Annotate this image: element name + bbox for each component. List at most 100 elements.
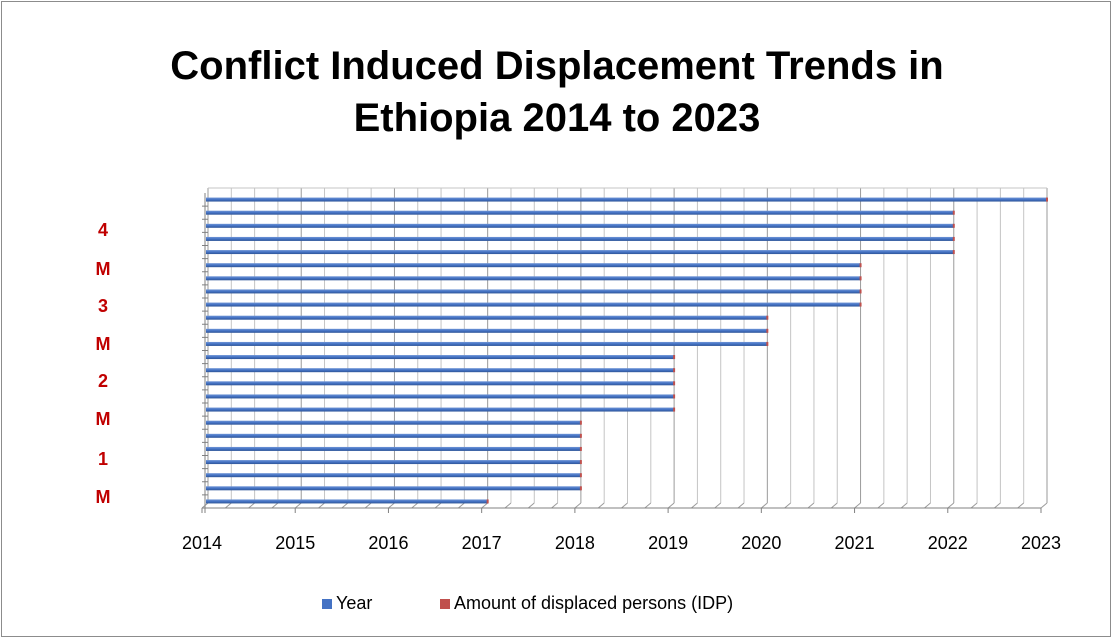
bar-end-cap	[766, 315, 769, 320]
floor-gridline	[481, 502, 488, 509]
x-tick-label: 2020	[741, 533, 781, 553]
axis-labels: 2014 2015 2016 2017 2018 2019 2020 2021 2022 2023…	[96, 220, 1062, 553]
floor-gridline	[994, 502, 1001, 509]
bar-end-cap	[952, 223, 955, 228]
floor-gridline	[667, 502, 675, 509]
x-tick-label: 2018	[555, 533, 595, 553]
floor-gridline	[947, 502, 955, 509]
bar-end-cap	[673, 355, 676, 360]
floor-gridline	[434, 502, 442, 509]
floor-gridline	[294, 502, 302, 509]
y-axis-label: M	[96, 409, 111, 429]
x-tick-label: 2017	[462, 533, 502, 553]
floor-gridline	[1017, 502, 1025, 509]
bar-year-2022	[206, 250, 954, 255]
chart-title: Conflict Induced Displacement Trends in …	[0, 40, 1114, 144]
bar-year-2022	[206, 236, 954, 241]
bars	[206, 197, 1048, 504]
bar-year-2021	[206, 263, 861, 268]
bar-year-2022	[206, 223, 954, 228]
floor-gridline	[271, 502, 279, 509]
bar-year-2018	[206, 460, 581, 465]
bar-year-2021	[206, 276, 861, 281]
y-axis-label: 3	[98, 296, 108, 316]
floor-gridline	[318, 502, 325, 509]
floor-gridline	[364, 502, 372, 509]
bar-year-2021	[206, 289, 861, 294]
bar-year-2018	[206, 473, 581, 478]
bar-year-2020	[206, 341, 768, 346]
floor-gridline	[504, 502, 512, 509]
x-tick-label: 2023	[1021, 533, 1061, 553]
bar-year-2018	[206, 420, 581, 425]
floor-gridline	[644, 502, 652, 509]
floor-gridline	[737, 502, 745, 509]
bar-end-cap	[579, 446, 582, 451]
legend-label-idp: Amount of displaced persons (IDP)	[454, 593, 733, 613]
legend-swatch-idp	[440, 599, 450, 609]
bar-end-cap	[766, 341, 769, 346]
y-axis-label: 2	[98, 371, 108, 391]
floor-gridline	[527, 502, 535, 509]
bar-year-2019	[206, 394, 675, 399]
gridlines	[201, 187, 1048, 509]
bar-year-2023	[206, 197, 1047, 202]
bar-end-cap	[579, 433, 582, 438]
bar-year-2019	[206, 355, 675, 360]
floor-gridline	[784, 502, 791, 509]
bar-year-2018	[206, 433, 581, 438]
y-axis-label: M	[96, 487, 111, 507]
legend: Year Amount of displaced persons (IDP)	[322, 593, 733, 613]
bar-end-cap	[952, 250, 955, 255]
floor-gridline	[597, 502, 605, 509]
y-axis-label: 4	[98, 220, 108, 240]
floor-gridline	[458, 502, 465, 509]
bar-year-2018	[206, 486, 581, 491]
bar-year-2020	[206, 328, 768, 333]
floor-gridline	[224, 502, 232, 509]
bar-year-2019	[206, 368, 675, 373]
bar-end-cap	[952, 236, 955, 241]
bar-end-cap	[859, 302, 862, 307]
floor-gridline	[574, 502, 582, 509]
floor-gridline	[761, 502, 768, 509]
floor-gridline	[248, 502, 255, 509]
x-tick-label: 2014	[182, 533, 222, 553]
chart-title-line-2: Ethiopia 2014 to 2023	[353, 96, 761, 140]
y-axis-label: M	[96, 334, 111, 354]
chart-title-line-1: Conflict Induced Displacement Trends in	[170, 44, 944, 88]
floor-gridline	[854, 502, 861, 509]
x-tick-label: 2015	[275, 533, 315, 553]
floor-gridline	[714, 502, 722, 509]
bar-end-cap	[952, 210, 955, 215]
bar-year-2020	[206, 315, 768, 320]
floor-gridline	[341, 502, 349, 509]
floor-gridline	[691, 502, 698, 509]
y-axis-label: 1	[98, 449, 108, 469]
x-tick-label: 2016	[368, 533, 408, 553]
x-tick-label: 2019	[648, 533, 688, 553]
bar-end-cap	[579, 460, 582, 465]
floor-gridline	[411, 502, 419, 509]
floor-gridline	[807, 502, 815, 509]
bar-end-cap	[579, 420, 582, 425]
floor-gridline	[924, 502, 931, 509]
floor-gridline	[1040, 502, 1048, 509]
bar-end-cap	[673, 368, 676, 373]
legend-label-year: Year	[336, 593, 372, 613]
bar-end-cap	[673, 381, 676, 386]
bar-end-cap	[673, 394, 676, 399]
floor-gridline	[621, 502, 628, 509]
bar-end-cap	[766, 328, 769, 333]
bar-year-2022	[206, 210, 954, 215]
floor-gridline	[830, 502, 838, 509]
bar-year-2017	[206, 499, 488, 504]
bar-year-2018	[206, 446, 581, 451]
floor-gridline	[388, 502, 395, 509]
floor-gridline	[551, 502, 558, 509]
x-tick-label: 2021	[835, 533, 875, 553]
floor-gridline	[877, 502, 885, 509]
bar-end-cap	[859, 276, 862, 281]
bar-end-cap	[673, 407, 676, 412]
